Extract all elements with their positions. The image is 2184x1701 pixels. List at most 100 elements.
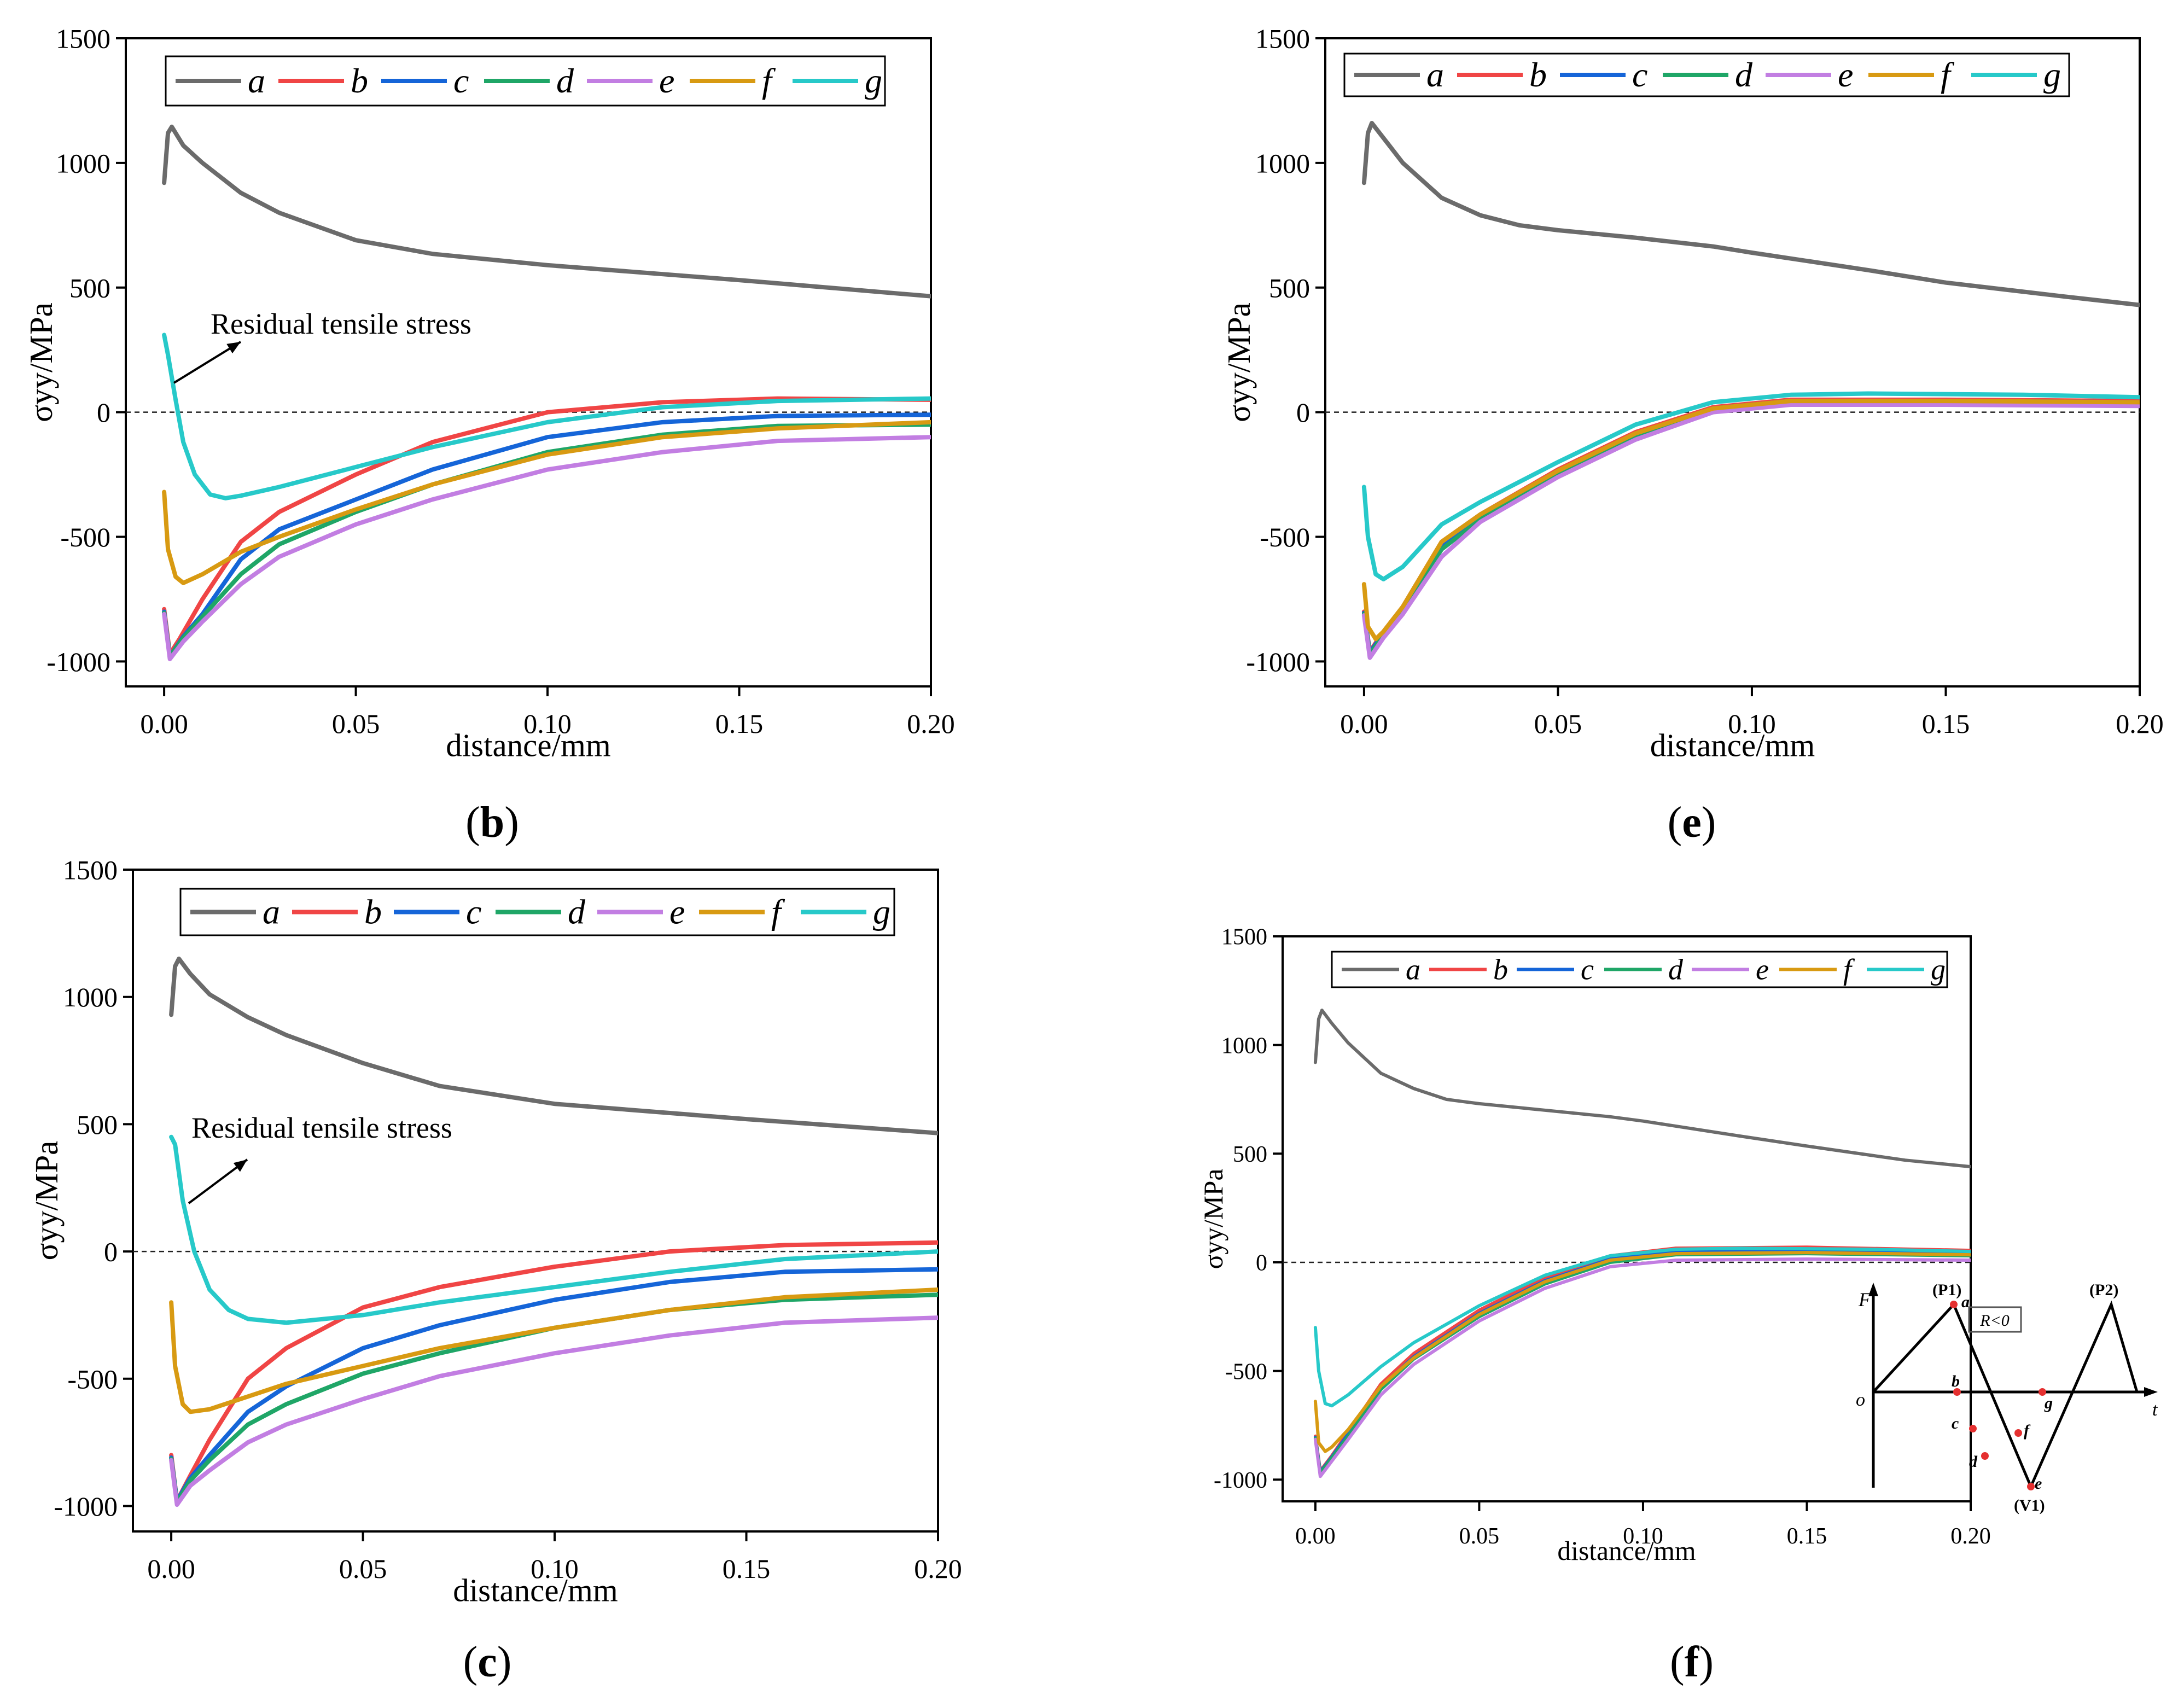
series-line-c-f bbox=[169, 1287, 938, 1414]
load-waveform-inset: R<0 F t o (P1) (P2) (V1) a b c d e fg bbox=[1856, 1281, 2158, 1514]
legend-label-b-d: d bbox=[556, 61, 574, 100]
legend-label-f-d: d bbox=[1668, 953, 1684, 986]
series-line-c-g bbox=[169, 1134, 938, 1325]
chart-panel-b: 0.00 0.05 0.10 0.15 0.20 -1000 -500 0 500 1000 150… bbox=[23, 24, 955, 764]
inset-point-label-f: f bbox=[2024, 1422, 2031, 1440]
y-tick-label-c-3: 500 bbox=[77, 1109, 118, 1140]
y-tick-label-f-1: -500 bbox=[1225, 1359, 1267, 1384]
y-tick-label-f-2: 0 bbox=[1256, 1251, 1267, 1276]
y-tick-label-e-5: 1500 bbox=[1255, 24, 1310, 54]
plot-frame-c bbox=[132, 869, 939, 1533]
x-tick-label-c-2: 0.10 bbox=[531, 1553, 579, 1584]
legend-label-e-c: c bbox=[1632, 55, 1647, 94]
x-tick-label-e-1: 0.05 bbox=[1534, 708, 1582, 739]
y-tick-label-b-1: -500 bbox=[60, 522, 110, 552]
inset-point-label-e: e bbox=[2035, 1475, 2042, 1493]
y-axis-label-c: σyy/MPa bbox=[28, 1141, 65, 1261]
y-tick-label-e-4: 1000 bbox=[1255, 148, 1310, 178]
y-tick-label-c-2: 0 bbox=[104, 1237, 118, 1267]
legend-label-f-g: g bbox=[1931, 953, 1946, 986]
y-tick-label-c-0: -1000 bbox=[54, 1491, 118, 1522]
inset-point-f bbox=[2014, 1429, 2022, 1437]
inset-f-label: F bbox=[1858, 1289, 1871, 1310]
x-tick-label-b-1: 0.05 bbox=[332, 708, 380, 739]
legend-label-b-g: g bbox=[865, 61, 882, 100]
series-line-f-f bbox=[1313, 1251, 1971, 1453]
legend-label-c-a: a bbox=[263, 893, 280, 931]
legend-label-b-c: c bbox=[453, 61, 469, 100]
inset-f-axis-arrow bbox=[1868, 1283, 1878, 1296]
chart-panel-c: 0.00 0.05 0.10 0.15 0.20 -1000 -500 0 500 1000 150… bbox=[28, 855, 962, 1609]
inset-point-g bbox=[2039, 1388, 2046, 1396]
series-line-c-a bbox=[169, 956, 938, 1135]
series-line-e-g bbox=[1361, 391, 2140, 581]
series-line-e-e bbox=[1361, 403, 2140, 660]
legend-label-e-b: b bbox=[1529, 55, 1547, 94]
series-line-f-g bbox=[1313, 1246, 1971, 1408]
legend-label-b-a: a bbox=[248, 61, 265, 100]
x-axis-label-c: distance/mm bbox=[453, 1572, 618, 1609]
legend-label-c-g: g bbox=[873, 893, 890, 931]
series-line-b-f bbox=[162, 420, 931, 585]
inset-point-label-a: a bbox=[1961, 1293, 1970, 1311]
x-tick-label-b-4: 0.20 bbox=[907, 708, 955, 739]
inset-point-label-b: b bbox=[1952, 1372, 1960, 1390]
y-tick-label-f-4: 1000 bbox=[1221, 1033, 1267, 1058]
legend-label-c-e: e bbox=[669, 893, 685, 931]
inset-o-label: o bbox=[1856, 1390, 1865, 1410]
x-axis-label-e: distance/mm bbox=[1650, 727, 1815, 764]
legend-label-b-b: b bbox=[351, 61, 368, 100]
legend-label-c-b: b bbox=[364, 893, 382, 931]
series-line-b-a bbox=[162, 124, 931, 299]
x-axis-label-b: distance/mm bbox=[446, 727, 610, 764]
y-axis-label-f: σyy/MPa bbox=[1198, 1169, 1228, 1269]
y-tick-label-b-5: 1500 bbox=[56, 24, 110, 54]
inset-point-b bbox=[1953, 1388, 1961, 1396]
legend-label-b-e: e bbox=[659, 61, 674, 100]
panel-label-e: (e) bbox=[1668, 799, 1716, 847]
x-tick-label-f-4: 0.20 bbox=[1950, 1524, 1991, 1549]
x-tick-label-e-2: 0.10 bbox=[1728, 708, 1776, 739]
x-tick-label-f-0: 0.00 bbox=[1295, 1524, 1336, 1549]
y-tick-label-e-0: -1000 bbox=[1246, 646, 1310, 677]
inset-r-box bbox=[1968, 1306, 2022, 1333]
x-tick-label-e-4: 0.20 bbox=[2116, 708, 2164, 739]
annotation-b: Residual tensile stress bbox=[211, 307, 471, 340]
x-tick-label-f-1: 0.05 bbox=[1459, 1524, 1500, 1549]
series-line-c-e bbox=[169, 1315, 938, 1507]
y-tick-label-b-0: -1000 bbox=[46, 646, 110, 677]
x-tick-label-c-4: 0.20 bbox=[914, 1553, 962, 1584]
legend-label-e-g: g bbox=[2043, 55, 2061, 94]
chart-panel-f: 0.00 0.05 0.10 0.15 0.20 -1000 -500 0 500 1000 150… bbox=[1198, 925, 1991, 1566]
x-tick-label-f-3: 0.15 bbox=[1787, 1524, 1827, 1549]
plot-frame-b bbox=[125, 37, 932, 688]
series-line-f-a bbox=[1313, 1009, 1971, 1169]
legend-label-c-c: c bbox=[466, 893, 481, 931]
y-tick-label-c-5: 1500 bbox=[63, 855, 118, 886]
y-tick-label-e-3: 500 bbox=[1269, 272, 1310, 303]
y-tick-label-b-4: 1000 bbox=[56, 148, 110, 178]
inset-p2-label: (P2) bbox=[2089, 1281, 2118, 1299]
x-tick-label-f-2: 0.10 bbox=[1623, 1524, 1663, 1549]
y-tick-label-f-0: -1000 bbox=[1214, 1468, 1267, 1493]
chart-panel-e: 0.00 0.05 0.10 0.15 0.20 -1000 -500 0 500 1000 150… bbox=[1221, 24, 2164, 764]
x-tick-label-c-3: 0.15 bbox=[723, 1553, 771, 1584]
inset-v1-label: (V1) bbox=[2014, 1496, 2045, 1514]
panel-label-b: (b) bbox=[465, 799, 519, 847]
legend-label-f-e: e bbox=[1756, 953, 1769, 986]
y-axis-label-b: σyy/MPa bbox=[23, 302, 59, 422]
x-tick-label-e-0: 0.00 bbox=[1340, 708, 1388, 739]
x-tick-label-b-2: 0.10 bbox=[523, 708, 572, 739]
inset-point-e bbox=[2027, 1483, 2035, 1490]
x-tick-label-c-0: 0.00 bbox=[147, 1553, 195, 1584]
y-tick-label-b-3: 500 bbox=[69, 272, 110, 303]
series-line-f-e bbox=[1313, 1257, 1971, 1478]
series-line-e-f bbox=[1361, 399, 2140, 642]
inset-t-axis-arrow bbox=[2144, 1387, 2158, 1397]
legend-label-c-d: d bbox=[568, 893, 586, 931]
inset-point-a bbox=[1950, 1301, 1958, 1308]
inset-t-label: t bbox=[2152, 1400, 2158, 1420]
series-line-e-a bbox=[1361, 121, 2140, 307]
plot-frame-f bbox=[1282, 935, 1972, 1502]
